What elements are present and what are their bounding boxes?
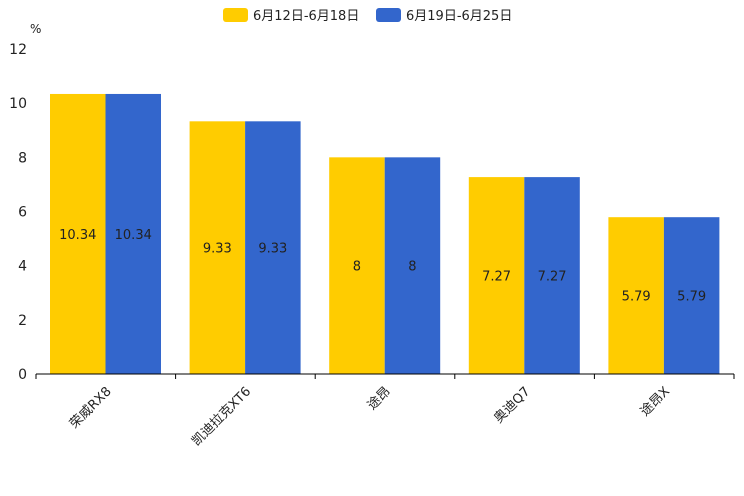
- bar: [329, 157, 385, 374]
- data-label: 9.33: [203, 242, 232, 257]
- bar: [663, 217, 720, 374]
- y-tick-label: 10: [9, 96, 27, 112]
- y-tick-label: 12: [9, 42, 27, 58]
- data-label: 5.79: [677, 290, 706, 305]
- bar: [608, 217, 664, 374]
- legend-label: 6月12日-6月18日: [253, 9, 359, 24]
- y-axis-unit: %: [30, 22, 41, 36]
- x-tick-label: 途昂: [364, 384, 394, 414]
- data-label: 10.34: [115, 228, 152, 243]
- bar: [468, 177, 525, 374]
- data-label: 8: [353, 260, 361, 275]
- bar: [189, 121, 246, 374]
- data-label: 8: [408, 260, 416, 275]
- y-tick-label: 4: [18, 259, 27, 275]
- y-tick-label: 6: [18, 205, 27, 221]
- data-label: 5.79: [622, 290, 651, 305]
- y-tick-label: 0: [18, 367, 27, 383]
- x-tick-label: 途昂X: [637, 383, 673, 419]
- bar: [105, 93, 161, 374]
- legend-label: 6月19日-6月25日: [406, 9, 512, 24]
- bar: [50, 93, 106, 374]
- bar: [245, 121, 301, 374]
- y-tick-label: 2: [18, 313, 27, 329]
- bar: [524, 177, 580, 374]
- x-tick-label: 凯迪拉克XT6: [189, 384, 254, 449]
- x-tick-label: 荣威RX8: [67, 384, 115, 432]
- data-label: 7.27: [538, 270, 567, 285]
- x-tick-label: 奥迪Q7: [491, 384, 533, 426]
- legend-swatch: [376, 8, 401, 22]
- data-label: 7.27: [482, 270, 511, 285]
- data-label: 9.33: [258, 242, 287, 257]
- data-label: 10.34: [59, 228, 96, 243]
- y-tick-label: 8: [18, 150, 27, 166]
- bar: [384, 157, 441, 374]
- legend-swatch: [223, 8, 248, 22]
